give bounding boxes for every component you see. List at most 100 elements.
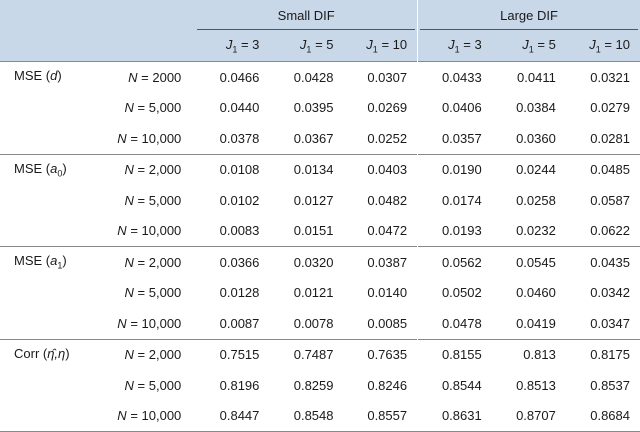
table-row: N = 5,000 0.0128 0.0121 0.0140 0.0502 0.0460 0…	[0, 277, 640, 309]
j-symbol: J	[299, 36, 307, 52]
value-cell: 0.0347	[590, 315, 630, 331]
value-cell: 0.0321	[565, 61, 640, 93]
value-cell: 0.0460	[516, 285, 556, 301]
value-cell: 0.8684	[565, 400, 640, 432]
n-symbol: N	[124, 162, 134, 178]
n-value: = 10,000	[130, 315, 182, 331]
metric-label: MSE (a1)	[0, 246, 99, 278]
n-value: = 10,000	[130, 130, 182, 146]
value-cell: 0.8707	[491, 400, 566, 432]
value-cell: 0.0140	[367, 285, 408, 301]
j-subscript: 1	[232, 44, 238, 55]
j-subscript: 1	[372, 44, 378, 55]
n-symbol: N	[117, 315, 127, 331]
value-cell: 0.7487	[269, 338, 344, 370]
value-cell: 0.0232	[516, 223, 556, 239]
value-cell: 0.8196	[219, 377, 260, 393]
n-value: = 5,000	[137, 192, 182, 208]
metric-label	[0, 308, 98, 339]
value-cell: 0.8155	[417, 338, 492, 370]
value-cell: 0.0307	[343, 61, 418, 93]
value-cell: 0.0134	[269, 153, 344, 185]
value-cell: 0.0482	[367, 192, 408, 208]
table-row: MSE (d) N = 2000 0.0466 0.0428 0.0307 0.0433 0…	[0, 61, 640, 93]
value-cell: 0.0587	[590, 192, 630, 208]
metric-prefix: MSE (	[14, 160, 51, 176]
sample-size-label: N = 10,000	[98, 400, 196, 432]
n-value: = 2,000	[137, 347, 182, 363]
value-cell: 0.0085	[367, 315, 408, 331]
j-subscript: 1	[306, 44, 312, 55]
n-value: = 5,000	[137, 377, 182, 393]
table-row: N = 5,000 0.0102 0.0127 0.0482 0.0174 0.0258 0…	[0, 185, 640, 216]
n-symbol: N	[117, 130, 127, 146]
value-cell: 0.0466	[195, 61, 270, 93]
value-cell: 0.0087	[219, 315, 260, 331]
sample-size-label: N = 5,000	[98, 278, 195, 309]
value-cell: 0.8447	[195, 400, 270, 432]
metric-label	[0, 400, 99, 432]
value-cell: 0.0406	[417, 92, 492, 123]
j-symbol: J	[522, 36, 529, 52]
value-cell: 0.0078	[293, 315, 334, 331]
value-cell: 0.8513	[516, 377, 556, 393]
value-cell: 0.0190	[417, 153, 492, 185]
j-header-row: J1 = 3 J1 = 5 J1 = 10 J1 = 3 J1 = 5 J1 = 10	[0, 30, 640, 62]
value-cell: 0.0193	[417, 215, 492, 247]
group-label: Large DIF	[500, 7, 558, 23]
value-cell: 0.0428	[269, 61, 344, 93]
value-cell: 0.0083	[219, 223, 260, 239]
n-value: = 2,000	[137, 162, 182, 178]
n-value: = 2,000	[137, 254, 182, 270]
value-cell: 0.0174	[417, 185, 492, 216]
value-cell: 0.0472	[367, 223, 408, 239]
table-body: MSE (d) N = 2000 0.0466 0.0428 0.0307 0.0433 0…	[0, 61, 640, 432]
n-value: = 10,000	[130, 408, 182, 424]
j-value: = 10	[381, 36, 408, 52]
metric-suffix: )	[62, 160, 67, 176]
value-cell: 0.0121	[293, 285, 334, 301]
metric-prefix: MSE (	[14, 253, 51, 269]
table-header: Small DIF Large DIF J1 = 3 J1 = 5 J1 = 10 J…	[0, 0, 640, 62]
value-cell: 0.8548	[269, 400, 344, 432]
value-cell: 0.0108	[195, 153, 270, 185]
metric-variable: η̂,η	[47, 345, 66, 361]
group-header-small-dif: Small DIF	[195, 0, 417, 30]
value-cell: 0.0128	[219, 285, 260, 301]
value-cell: 0.0562	[417, 246, 492, 278]
n-symbol: N	[124, 100, 134, 116]
n-value: = 2000	[141, 69, 182, 85]
value-cell: 0.8175	[565, 338, 640, 370]
sample-size-label: N = 10,000	[98, 216, 195, 247]
j-subscript: 1	[528, 44, 534, 55]
table-row: N = 10,000 0.0378 0.0367 0.0252 0.0357 0.0360…	[0, 123, 640, 154]
value-cell: 0.0411	[491, 61, 566, 93]
j-header-cell: J1 = 5	[492, 30, 566, 62]
value-cell: 0.8544	[417, 370, 492, 401]
value-cell: 0.7515	[195, 338, 270, 370]
metric-label	[0, 216, 98, 247]
metric-variable: d	[50, 68, 58, 84]
metric-subscript: 1	[57, 261, 63, 272]
n-symbol: N	[124, 254, 134, 270]
value-cell: 0.8246	[367, 377, 408, 393]
metric-suffix: )	[65, 345, 70, 361]
value-cell: 0.7635	[343, 338, 418, 370]
value-cell: 0.0502	[417, 277, 492, 308]
sample-size-label: N = 5,000	[98, 93, 195, 124]
metric-variable: a	[50, 253, 58, 269]
value-cell: 0.0281	[590, 130, 630, 146]
value-cell: 0.0395	[293, 100, 334, 116]
metric-label: Corr (η̂,η)	[0, 338, 99, 370]
n-symbol: N	[124, 347, 134, 363]
metric-label: MSE (a0)	[0, 153, 99, 185]
sample-size-label: N = 2,000	[98, 246, 196, 278]
j-header-cell: J1 = 10	[566, 30, 640, 62]
j-value: = 5	[537, 36, 556, 52]
n-value: = 5,000	[137, 100, 182, 116]
group-underline	[197, 29, 416, 30]
n-symbol: N	[124, 285, 134, 301]
value-cell: 0.0622	[590, 223, 630, 239]
table-row: Corr (η̂,η) N = 2,000 0.7515 0.7487 0.7635 0.…	[0, 338, 640, 370]
